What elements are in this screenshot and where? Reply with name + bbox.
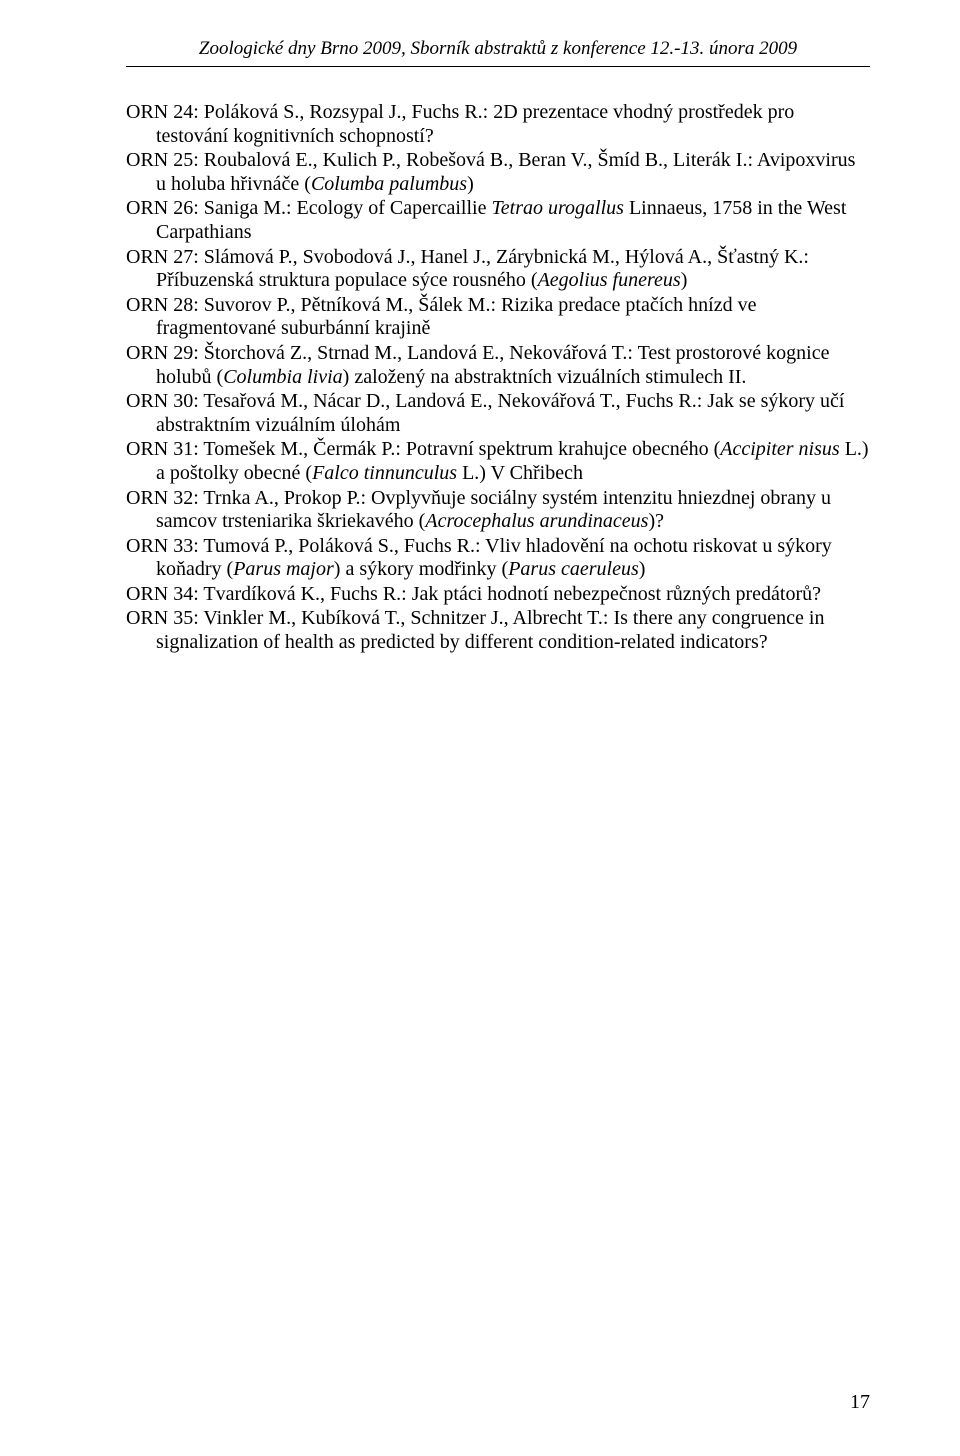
abstract-entry: ORN 32: Trnka A., Prokop P.: Ovplyvňuje … bbox=[126, 487, 870, 534]
abstract-entry: ORN 24: Poláková S., Rozsypal J., Fuchs … bbox=[126, 101, 870, 148]
entry-text: ORN 24: Poláková S., Rozsypal J., Fuchs … bbox=[126, 101, 794, 147]
entry-text: ) bbox=[467, 173, 474, 195]
abstract-entry: ORN 30: Tesařová M., Nácar D., Landová E… bbox=[126, 390, 870, 437]
entry-text: ORN 28: Suvorov P., Pětníková M., Šálek … bbox=[126, 294, 756, 340]
abstract-entry: ORN 27: Slámová P., Svobodová J., Hanel … bbox=[126, 246, 870, 293]
species-name: Falco tinnunculus bbox=[312, 462, 457, 484]
species-name: Columba palumbus bbox=[311, 173, 467, 195]
entry-text: ORN 27: Slámová P., Svobodová J., Hanel … bbox=[126, 246, 809, 292]
abstract-entry: ORN 34: Tvardíková K., Fuchs R.: Jak ptá… bbox=[126, 583, 870, 607]
entry-text: ORN 34: Tvardíková K., Fuchs R.: Jak ptá… bbox=[126, 583, 821, 605]
entry-text: )? bbox=[648, 510, 664, 532]
page-number: 17 bbox=[850, 1391, 870, 1414]
entry-text: ) a sýkory modřinky ( bbox=[334, 558, 508, 580]
entry-text: ORN 31: Tomešek M., Čermák P.: Potravní … bbox=[126, 438, 720, 460]
species-name: Accipiter nisus bbox=[720, 438, 839, 460]
species-name: Parus major bbox=[233, 558, 334, 580]
species-name: Tetrao urogallus bbox=[491, 197, 623, 219]
species-name: Parus caeruleus bbox=[508, 558, 639, 580]
entry-text: ORN 25: Roubalová E., Kulich P., Robešov… bbox=[126, 149, 855, 195]
abstract-entry: ORN 25: Roubalová E., Kulich P., Robešov… bbox=[126, 149, 870, 196]
abstract-entry: ORN 31: Tomešek M., Čermák P.: Potravní … bbox=[126, 438, 870, 485]
entry-text: L.) V Chřibech bbox=[457, 462, 583, 484]
species-name: Aegolius funereus bbox=[538, 269, 681, 291]
abstract-list: ORN 24: Poláková S., Rozsypal J., Fuchs … bbox=[126, 101, 870, 655]
abstract-entry: ORN 35: Vinkler M., Kubíková T., Schnitz… bbox=[126, 607, 870, 654]
document-page: Zoologické dny Brno 2009, Sborník abstra… bbox=[0, 0, 960, 1456]
running-header: Zoologické dny Brno 2009, Sborník abstra… bbox=[126, 38, 870, 60]
species-name: Acrocephalus arundinaceus bbox=[425, 510, 648, 532]
entry-text: ) bbox=[681, 269, 688, 291]
entry-text: ORN 26: Saniga M.: Ecology of Capercaill… bbox=[126, 197, 491, 219]
entry-text: ) bbox=[639, 558, 646, 580]
species-name: Columbia livia bbox=[223, 366, 342, 388]
entry-text: ORN 30: Tesařová M., Nácar D., Landová E… bbox=[126, 390, 844, 436]
entry-text: ) založený na abstraktních vizuálních st… bbox=[343, 366, 747, 388]
header-rule bbox=[126, 66, 870, 67]
abstract-entry: ORN 29: Štorchová Z., Strnad M., Landová… bbox=[126, 342, 870, 389]
abstract-entry: ORN 28: Suvorov P., Pětníková M., Šálek … bbox=[126, 294, 870, 341]
entry-text: ORN 35: Vinkler M., Kubíková T., Schnitz… bbox=[126, 607, 824, 653]
abstract-entry: ORN 33: Tumová P., Poláková S., Fuchs R.… bbox=[126, 535, 870, 582]
abstract-entry: ORN 26: Saniga M.: Ecology of Capercaill… bbox=[126, 197, 870, 244]
